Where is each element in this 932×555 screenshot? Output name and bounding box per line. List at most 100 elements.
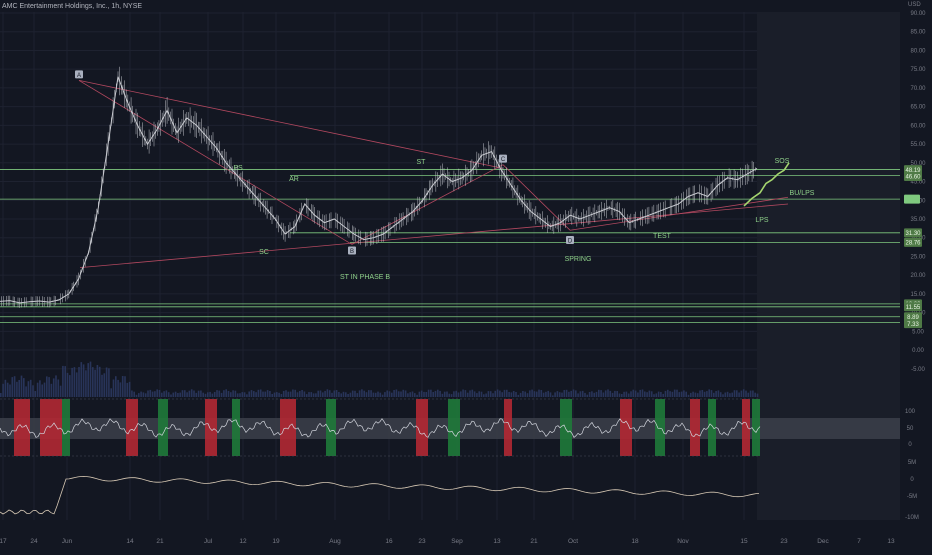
volume-bar: [402, 389, 405, 397]
volume-bar: [177, 393, 179, 397]
volume-bar: [747, 392, 750, 397]
volume-bar: [133, 391, 135, 397]
volume-bar: [312, 393, 315, 397]
volume-bar: [572, 389, 575, 397]
price-label-5: 11.55: [906, 305, 921, 311]
y-tick-5: 65.00: [910, 105, 926, 111]
volume-bar: [485, 393, 487, 397]
volume-bar: [611, 392, 614, 397]
volume-bar: [692, 391, 694, 397]
volume-bar: [248, 391, 250, 397]
volume-bar: [717, 390, 720, 397]
volume-bar: [678, 392, 681, 397]
volume-bar: [29, 379, 32, 397]
volume-bar: [193, 390, 195, 397]
volume-bar: [503, 389, 506, 397]
volume-bar: [699, 390, 701, 397]
volume-bar: [331, 392, 333, 397]
y-tick-18: 0.00: [912, 348, 924, 354]
volume-bar: [285, 390, 287, 397]
volume-bar: [561, 392, 563, 397]
volume-bar: [701, 390, 704, 397]
volume-bar: [388, 391, 391, 397]
volume-bar: [351, 390, 354, 397]
osc-band-4: [158, 399, 168, 456]
volume-bar: [342, 391, 345, 397]
volume-bar: [393, 390, 395, 397]
volume-bar: [163, 391, 165, 397]
volume-bar: [397, 391, 400, 397]
volume-bar: [110, 388, 112, 397]
price-label-bg-3: [904, 237, 922, 247]
volume-bar: [379, 392, 382, 397]
volume-bar: [103, 373, 106, 397]
y-tick-6: 60.00: [910, 123, 926, 129]
y-tick-2: 80.00: [910, 48, 926, 54]
volume-bar: [149, 389, 152, 397]
volume-bar: [703, 391, 706, 397]
volume-bar: [255, 392, 257, 397]
volume-bar: [322, 392, 324, 397]
wyckoff-point-marker-0: [75, 70, 83, 79]
volume-bar: [172, 392, 175, 397]
volume-bar: [632, 389, 635, 397]
volume-bar: [667, 389, 669, 397]
volume-bar: [515, 392, 517, 397]
volume-bar: [457, 392, 460, 397]
volume-bar: [446, 391, 448, 397]
volume-bar: [64, 366, 66, 397]
volume-bar: [75, 372, 78, 397]
volume-bar: [211, 393, 214, 397]
volume-bar: [510, 392, 513, 397]
volume-bar: [186, 392, 188, 397]
price-label-3: 28.76: [905, 241, 921, 247]
volume-bar: [269, 391, 271, 397]
price-label-bg-5: [904, 302, 922, 312]
volume-bar: [696, 393, 699, 397]
volume-bar: [501, 392, 503, 397]
volume-bar: [565, 389, 568, 397]
y-tick-11: 35.00: [910, 217, 926, 223]
x-tick-1: 24: [30, 538, 38, 545]
volume-bar: [676, 389, 678, 397]
currency-label: USD: [908, 2, 921, 8]
volume-bar: [496, 389, 499, 397]
volume-bar: [754, 392, 756, 397]
volume-bar: [315, 393, 317, 397]
volume-bar: [614, 390, 616, 397]
flow-line: [0, 475, 760, 515]
volume-bar: [184, 390, 186, 397]
volume-bar: [522, 391, 524, 397]
volume-bar: [264, 391, 267, 397]
volume-bar: [39, 380, 41, 397]
osc-band-13: [620, 399, 632, 456]
volume-bar: [32, 385, 34, 397]
y-tick-13: 25.00: [910, 254, 926, 260]
volume-bar: [708, 389, 710, 397]
price-label-bg-0: [904, 165, 922, 175]
x-tick-21: 13: [887, 538, 895, 545]
volume-bar: [324, 390, 326, 397]
volume-bar: [588, 392, 591, 397]
volume-bar: [282, 391, 285, 397]
volume-bar: [621, 394, 623, 397]
volume-bar: [115, 376, 117, 397]
volume-bar: [423, 391, 425, 397]
volume-bar: [646, 392, 648, 397]
volume-bar: [391, 392, 393, 397]
volume-bar: [138, 393, 140, 397]
volume-bar: [443, 391, 446, 397]
x-tick-18: 23: [780, 538, 788, 545]
volume-bar: [409, 392, 411, 397]
volume-bar: [593, 392, 595, 397]
y-tick-8: 50.00: [910, 161, 926, 167]
x-axis: 17 24 Jun 14 21 Jul 12 19 Aug 16 23 Sep 13 21 Oct 18 Nov…: [0, 538, 895, 545]
volume-bar: [637, 392, 639, 397]
volume-bar: [43, 382, 46, 397]
volume-bar: [476, 393, 478, 397]
volume-bar: [349, 392, 352, 397]
volume-bar: [715, 391, 717, 397]
volume-bar: [466, 392, 469, 397]
volume-bar: [687, 394, 690, 397]
